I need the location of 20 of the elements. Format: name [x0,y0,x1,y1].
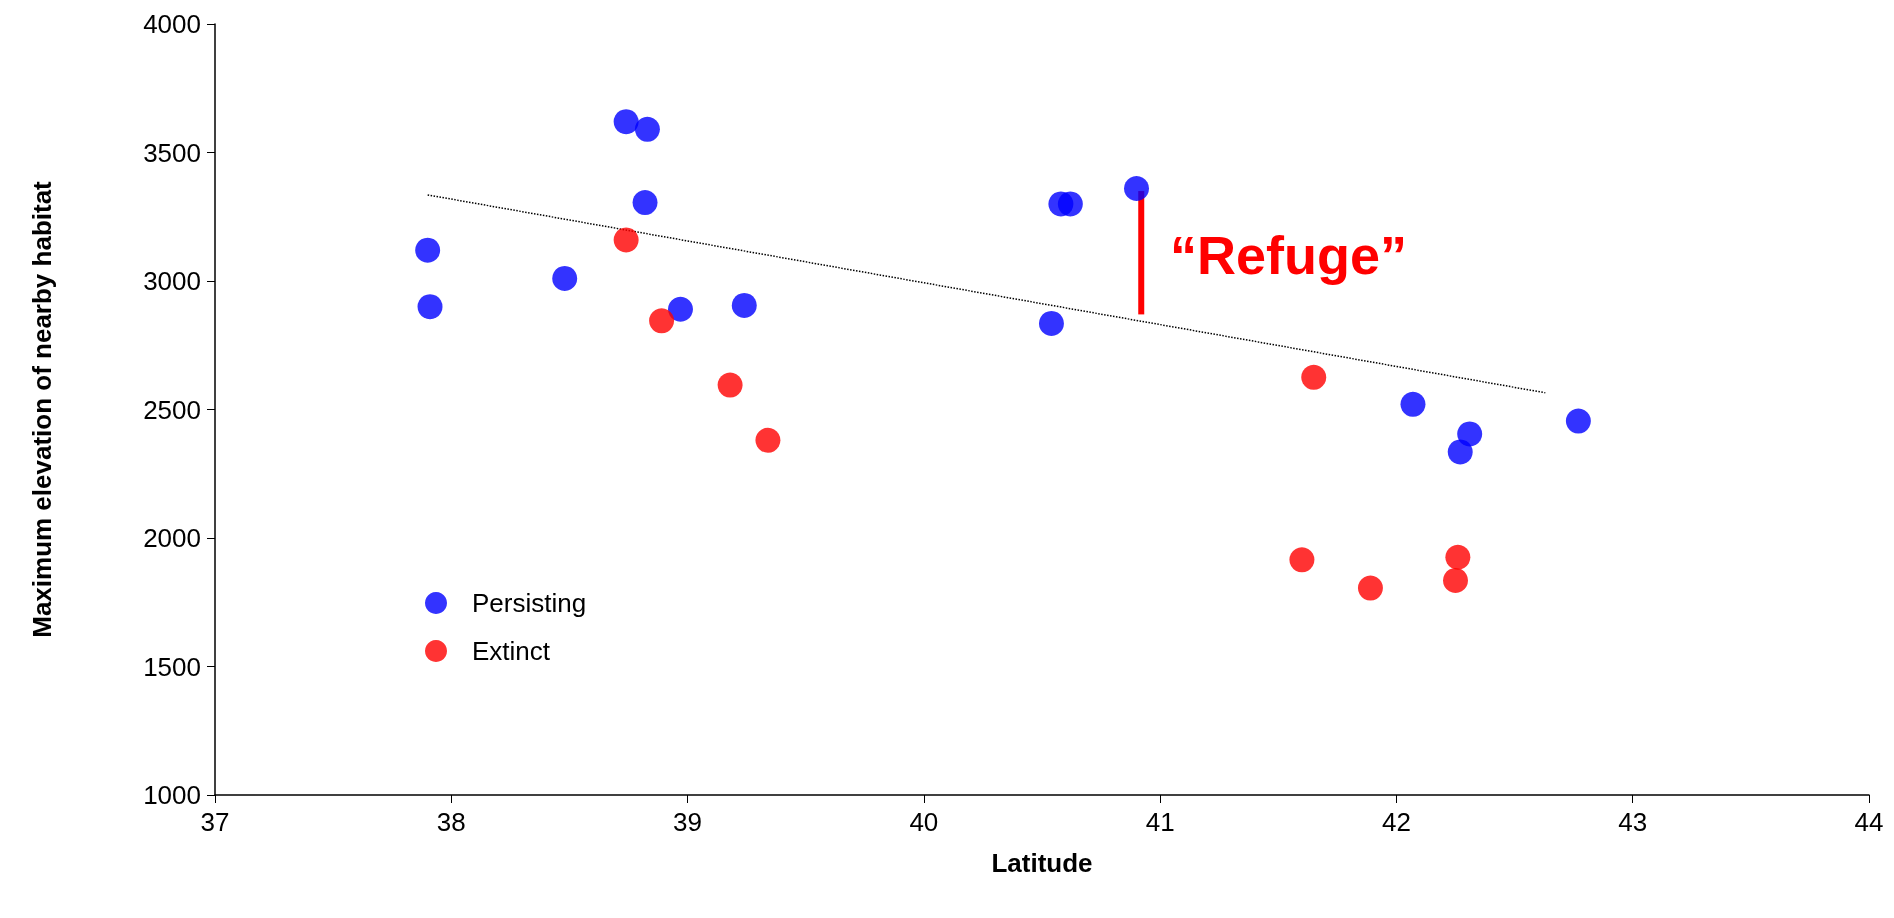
x-tick-label: 37 [200,807,230,837]
y-tick-label: 2500 [143,394,201,425]
y-tick-label: 3500 [143,137,201,168]
y-tick-label: 2000 [143,523,201,553]
x-tick-label: 43 [1618,807,1648,837]
y-tick-label: 1000 [143,780,201,810]
x-tick-label: 39 [673,807,703,837]
legend-label: Extinct [472,636,551,666]
y-tick-label: 1500 [143,651,201,682]
x-tick-label: 38 [436,807,466,837]
x-tick-label: 44 [1854,807,1884,837]
x-tick-label: 42 [1381,807,1411,837]
y-tick-label: 4000 [143,9,201,39]
x-tick-label: 40 [909,807,939,837]
annotation: “Refuge” [1170,225,1408,285]
x-tick-label: 41 [1145,807,1175,837]
legend-label: Persisting [472,588,587,618]
x-axis-title: Latitude [991,848,1093,878]
y-axis-title: Maximum elevation of nearby habitat [27,180,57,638]
y-tick-label: 3000 [143,266,201,296]
